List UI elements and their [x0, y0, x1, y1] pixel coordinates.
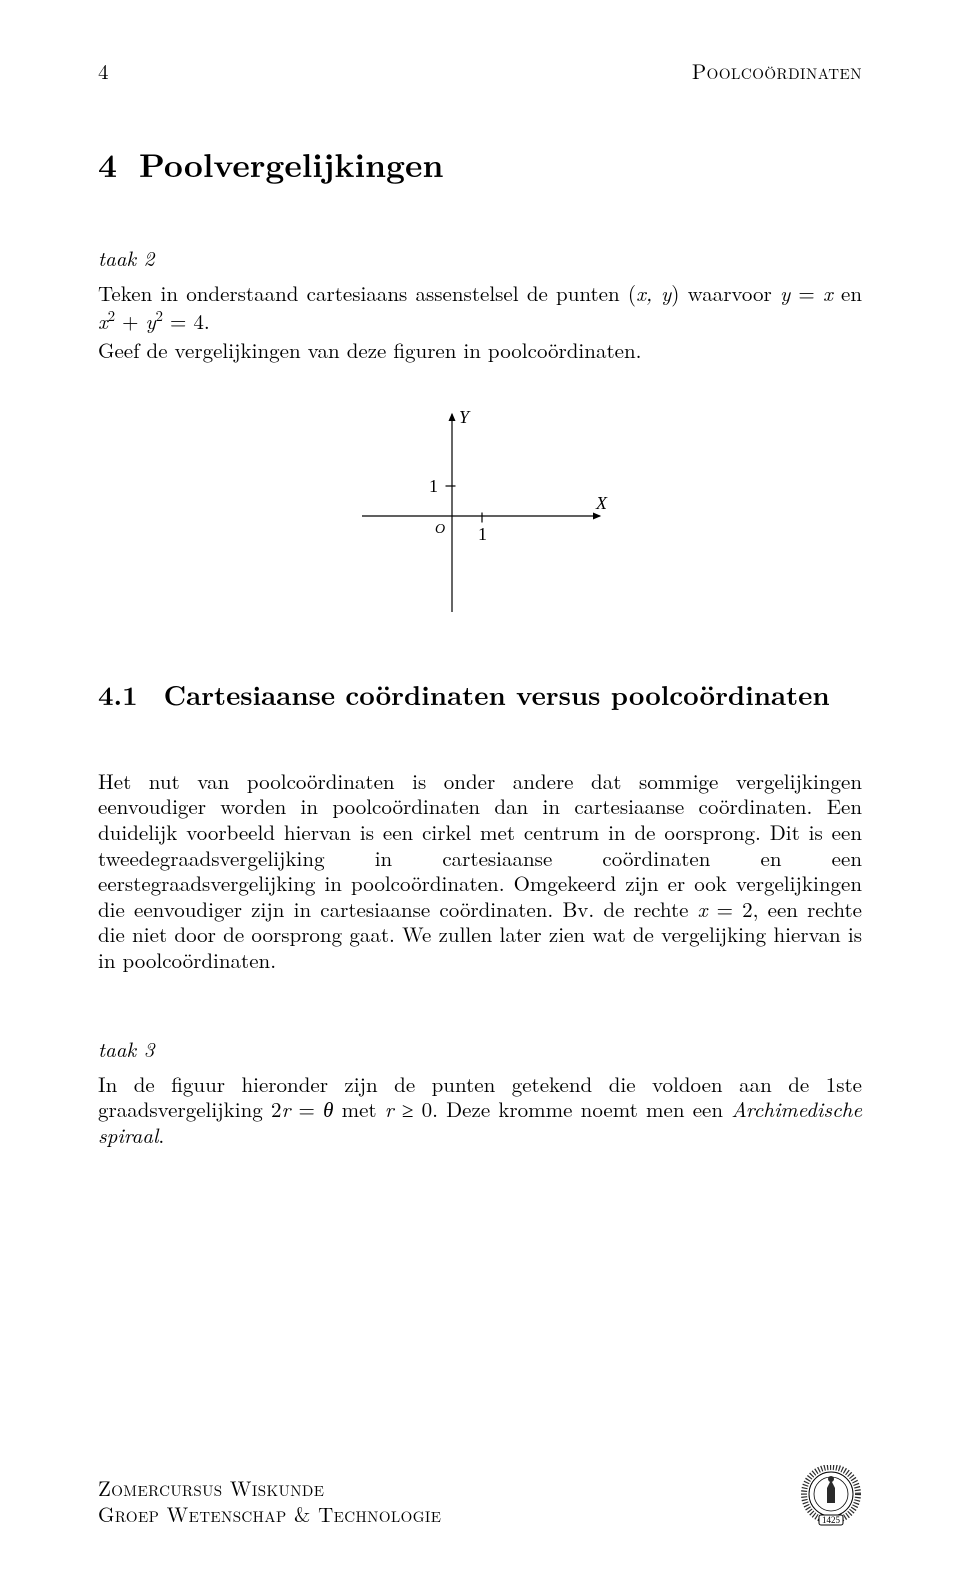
math-y: y	[780, 278, 790, 308]
task3-text-b: met	[333, 1094, 384, 1124]
page-header: 4 Poolcoördinaten	[98, 56, 862, 86]
math-plus: +	[115, 306, 145, 336]
math-sup2: 2	[156, 305, 163, 326]
math-y2: y	[145, 306, 155, 336]
section-heading: 4 Poolvergelijkingen	[98, 140, 862, 187]
math-eq2-rhs: = 4.	[163, 306, 210, 336]
svg-text:Y: Y	[459, 408, 471, 427]
footer-line1: Zomercursus Wiskunde	[98, 1475, 441, 1501]
task3-text-c: . Deze kromme noemt men een	[432, 1094, 731, 1124]
svg-text:1: 1	[478, 524, 487, 544]
math-x2: x	[98, 306, 108, 336]
math-eq: =	[790, 278, 823, 308]
math-sup1: 2	[108, 305, 115, 326]
seal-svg: 1425	[800, 1465, 862, 1527]
task2-label: taak 2	[98, 243, 862, 273]
svg-text:O: O	[435, 522, 445, 537]
running-head: Poolcoördinaten	[692, 56, 862, 86]
subsection-number: 4.1	[98, 674, 138, 713]
spacer	[98, 978, 862, 1034]
task2-paragraph-line2: Geef de vergelijkingen van deze figuren …	[98, 338, 862, 364]
math-r2: r	[385, 1094, 394, 1124]
svg-text:1425: 1425	[822, 1515, 841, 1525]
task3-period: .	[158, 1120, 164, 1150]
page: 4 Poolcoördinaten 4 Poolvergelijkingen ta…	[0, 0, 960, 1569]
subsection-heading: 4.1 Cartesiaanse coördinaten versus poolc…	[98, 674, 862, 713]
task2-paragraph: Teken in onderstaand cartesiaans assenst…	[98, 281, 862, 334]
math-eq3: =	[290, 1094, 323, 1124]
task2-text-c: en	[833, 278, 862, 308]
main-paragraph: Het nut van poolcoördinaten is onder and…	[98, 769, 862, 974]
section-title-text: Poolvergelijkingen	[139, 140, 444, 187]
math-r: r	[281, 1094, 290, 1124]
footer-text: Zomercursus Wiskunde Groep Wetenschap & …	[98, 1475, 441, 1528]
task2-text-b: ) waarvoor	[671, 278, 780, 308]
task3-paragraph: In de figuur hieronder zijn de punten ge…	[98, 1072, 862, 1149]
math-geq: ≥ 0	[394, 1094, 432, 1124]
axis-figure-wrap: Y X O 1 1	[98, 408, 862, 618]
footer-line2: Groep Wetenschap & Technologie	[98, 1501, 441, 1527]
task2-text-a: Teken in onderstaand cartesiaans assenst…	[98, 278, 636, 308]
math-xy: x, y	[636, 278, 671, 308]
task3-label: taak 3	[98, 1034, 862, 1064]
page-number: 4	[98, 56, 109, 86]
subsection-title-text: Cartesiaanse coördinaten versus poolcoör…	[164, 674, 830, 713]
section-number: 4	[98, 140, 117, 187]
svg-text:X: X	[595, 493, 608, 513]
math-theta: θ	[323, 1094, 333, 1124]
page-footer: Zomercursus Wiskunde Groep Wetenschap & …	[98, 1465, 862, 1527]
math-x: x	[823, 278, 833, 308]
seal-icon: 1425	[800, 1465, 862, 1527]
axis-figure: Y X O 1 1	[340, 408, 620, 618]
axis-svg: Y X O 1 1	[340, 408, 620, 618]
svg-text:1: 1	[429, 476, 438, 496]
